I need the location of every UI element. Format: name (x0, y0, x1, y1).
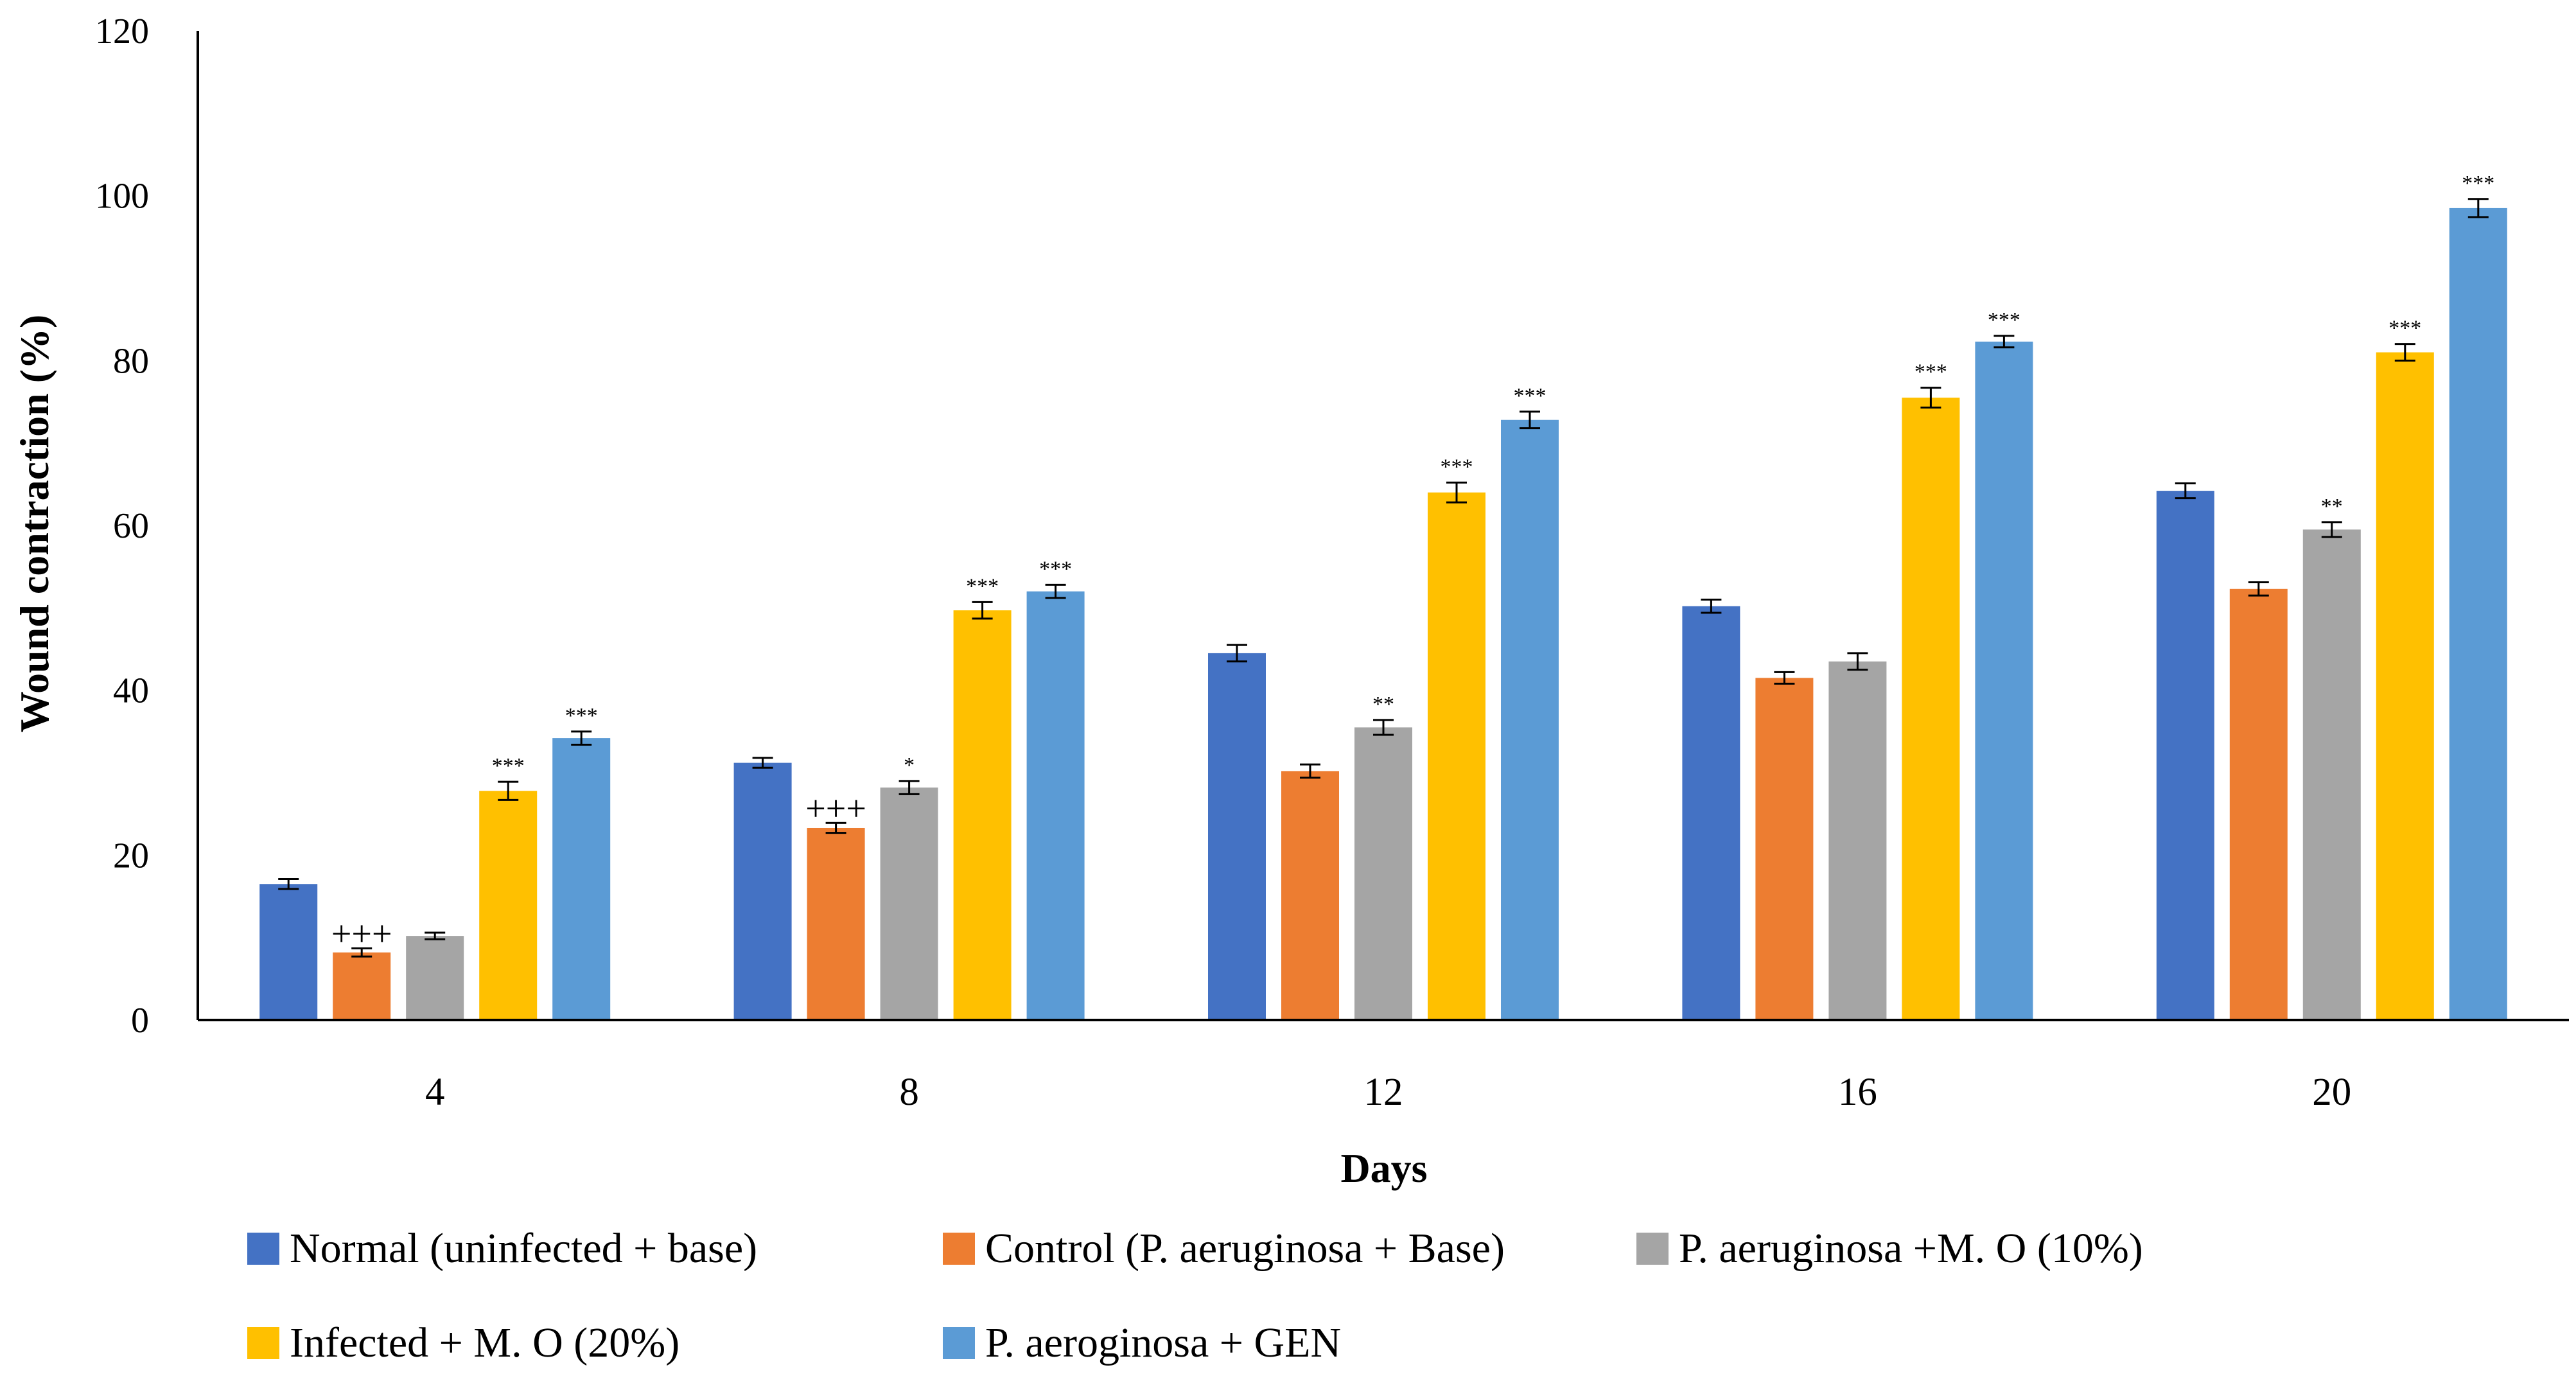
legend-item: P. aeroginosa + GEN (943, 1319, 1341, 1366)
legend-label: P. aeruginosa +M. O (10%) (1679, 1225, 2143, 1272)
x-tick-label: 16 (1838, 1071, 1877, 1114)
bar (1975, 341, 2033, 1020)
bar (1354, 727, 1412, 1020)
bar (2302, 529, 2361, 1020)
legend-item: Infected + M. O (20%) (247, 1319, 679, 1366)
y-tick-label: 100 (95, 177, 149, 216)
bar (2376, 352, 2434, 1020)
significance-label: *** (2462, 172, 2494, 195)
bar (2156, 491, 2214, 1020)
bar (1902, 398, 1960, 1020)
bar (406, 936, 464, 1020)
significance-label: *** (1039, 557, 1072, 581)
significance-label: +++ (805, 789, 866, 829)
legend-swatch (943, 1327, 975, 1359)
bar (259, 884, 318, 1020)
y-tick-label: 0 (131, 1001, 149, 1041)
y-axis-title: Wound contraction (%) (12, 315, 57, 733)
significance-label: *** (1988, 308, 2020, 332)
bar (552, 738, 611, 1020)
significance-label: *** (2388, 317, 2421, 340)
legend-item: Normal (uninfected + base) (247, 1225, 757, 1272)
legend-swatch (247, 1327, 279, 1359)
legend-swatch (943, 1233, 975, 1265)
legend-swatch (1636, 1233, 1669, 1265)
bar (1281, 771, 1339, 1020)
significance-label: *** (565, 704, 598, 728)
bar (1501, 419, 1559, 1020)
bar (953, 610, 1012, 1020)
x-tick-label: 8 (899, 1071, 919, 1114)
significance-label: ** (1372, 692, 1394, 716)
bar (333, 952, 391, 1020)
bar (1828, 661, 1887, 1020)
x-tick-label: 4 (425, 1071, 445, 1114)
legend-label: P. aeroginosa + GEN (985, 1319, 1341, 1366)
bar (1755, 678, 1814, 1020)
significance-label: *** (966, 574, 999, 598)
y-tick-label: 80 (113, 341, 149, 381)
y-tick-label: 60 (113, 506, 149, 546)
legend-swatch (247, 1233, 279, 1265)
bar (479, 791, 538, 1020)
significance-label: +++ (331, 914, 392, 954)
y-tick-label: 120 (95, 12, 149, 51)
x-axis-title: Days (1340, 1145, 1427, 1191)
bar (2449, 207, 2507, 1021)
x-tick-label: 12 (1364, 1071, 1403, 1114)
bar (2229, 588, 2288, 1020)
bar (807, 827, 865, 1020)
bar (1208, 653, 1266, 1020)
y-tick-label: 20 (113, 836, 149, 875)
significance-label: *** (1914, 360, 1947, 384)
bar (1682, 606, 1740, 1020)
bar (1026, 591, 1085, 1020)
legend-label: Normal (uninfected + base) (290, 1225, 757, 1272)
y-tick-label: 40 (113, 671, 149, 711)
legend-label: Infected + M. O (20%) (290, 1319, 679, 1366)
legend-item: P. aeruginosa +M. O (10%) (1636, 1225, 2143, 1272)
bar (880, 787, 938, 1020)
bar (733, 762, 792, 1020)
significance-label: *** (1514, 384, 1546, 408)
legend-item: Control (P. aeruginosa + Base) (943, 1225, 1505, 1272)
significance-label: ** (2321, 495, 2343, 518)
significance-label: *** (492, 754, 525, 778)
bar (1428, 492, 1485, 1020)
x-tick-label: 20 (2312, 1071, 2351, 1114)
legend-label: Control (P. aeruginosa + Base) (985, 1225, 1505, 1272)
significance-label: * (904, 753, 915, 777)
significance-label: *** (1441, 455, 1473, 479)
